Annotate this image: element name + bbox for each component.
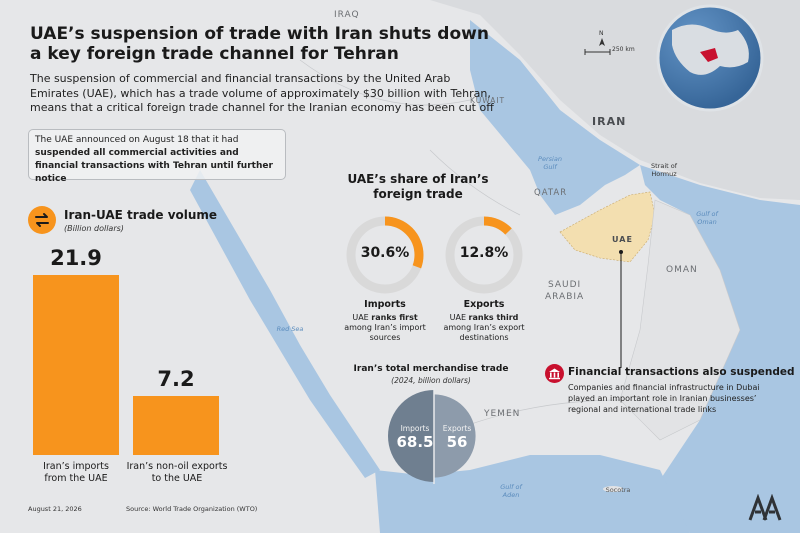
map-label-kuwait: KUWAIT <box>470 96 506 105</box>
gulf-of-aden <box>375 455 690 533</box>
bar-value-imports: 21.9 <box>50 246 102 270</box>
financial-body: Companies and financial infrastructure i… <box>568 383 760 414</box>
donut-exports-arc <box>445 216 523 294</box>
map-label-arabia: ARABIA <box>545 292 585 302</box>
donut-exports <box>445 216 523 294</box>
aa-logo <box>748 493 784 522</box>
share-imports-head: Imports <box>364 299 406 310</box>
merch-imports-half <box>388 390 434 482</box>
bar-value-exports: 7.2 <box>157 367 195 391</box>
trade-volume-title: Iran-UAE trade volume <box>64 208 218 222</box>
north-arrow <box>599 38 605 46</box>
merch-title: Iran’s total merchandise trade <box>353 364 509 374</box>
donut-imports <box>346 216 424 294</box>
bar-imports <box>33 275 119 455</box>
share-exports-desc: UAE ranks third among Iran’s export destin… <box>443 313 525 342</box>
persian-gulf <box>470 20 640 215</box>
sea-label-gulf-of-oman: Gulf of Oman <box>696 210 718 226</box>
share-exports-head: Exports <box>463 299 505 310</box>
bar-label-imports: Iran’s imports from the UAE <box>43 461 109 484</box>
share-imports-desc: UAE ranks first among Iran’s import source… <box>344 313 426 342</box>
map-label-saudi: SAUDI <box>548 280 582 290</box>
announcement-box: The UAE announced on August 18 that it h… <box>28 129 286 184</box>
gulf-of-oman <box>640 165 800 533</box>
north-label: N <box>599 30 604 37</box>
merch-exports-half <box>434 394 476 478</box>
bar-label-exports: Iran’s non-oil exports to the UAE <box>126 461 228 484</box>
map-label-oman: OMAN <box>666 265 698 275</box>
financial-title: Financial transactions also suspended <box>568 366 795 378</box>
bank-icon <box>545 364 564 383</box>
map-label-uae: UAE <box>612 235 633 244</box>
merch-sub: (2024, billion dollars) <box>391 376 471 385</box>
merch-exports-value: 56 <box>446 433 468 451</box>
map-label-qatar: QATAR <box>534 188 568 198</box>
bar-exports <box>133 396 219 455</box>
exchange-arrows-icon <box>28 206 56 234</box>
map-label-yemen: YEMEN <box>484 409 521 419</box>
scale-bar <box>584 49 611 55</box>
footer-date: August 21, 2026 <box>28 505 82 513</box>
page-title: UAE’s suspension of trade with Iran shut… <box>30 24 489 64</box>
map-label-iran: IRAN <box>592 115 627 128</box>
donut-imports-arc <box>346 216 424 294</box>
map-label-iraq: IRAQ <box>334 10 360 20</box>
sea-label-gulf-of-aden: Gulf of Aden <box>500 483 522 499</box>
map-label-socotra: Socotra <box>605 486 631 494</box>
merch-imports-label: Imports <box>400 424 430 433</box>
merch-split-circle <box>388 388 476 484</box>
scale-label: 250 km <box>612 46 635 53</box>
footer-source: Source: World Trade Organization (WTO) <box>126 505 258 513</box>
donut-exports-value: 12.8% <box>459 245 509 261</box>
share-title: UAE’s share of Iran’s foreign trade <box>347 172 489 201</box>
merch-exports-label: Exports <box>442 424 472 433</box>
merch-imports-value: 68.5 <box>396 433 434 451</box>
announcement-text: The UAE announced on August 18 that it h… <box>35 135 239 145</box>
page-subtitle: The suspension of commercial and financi… <box>30 72 494 114</box>
red-sea <box>190 170 380 478</box>
sea-label-red-sea: Red Sea <box>276 325 304 333</box>
donut-imports-value: 30.6% <box>360 245 410 261</box>
trade-volume-unit: (Billion dollars) <box>64 224 124 233</box>
sea-label-persian-gulf: Persian Gulf <box>538 155 562 171</box>
uae-land <box>559 191 656 263</box>
sea-label-hormuz: Strait of Hormuz <box>650 162 678 178</box>
announcement-bold: suspended all commercial activities and … <box>35 148 273 184</box>
globe-inset <box>656 4 764 112</box>
